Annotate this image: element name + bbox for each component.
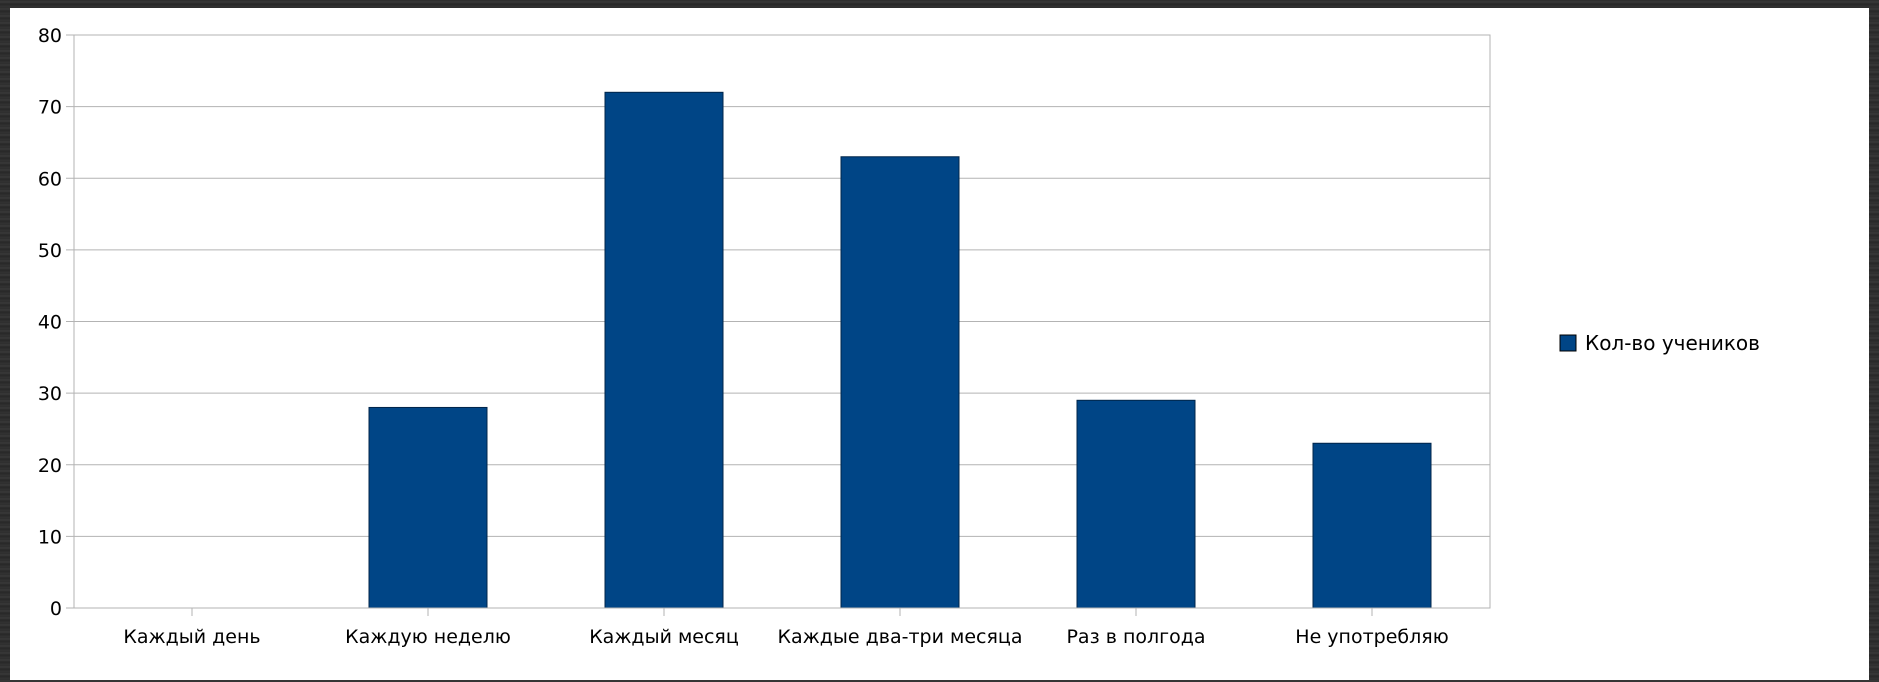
y-tick-label: 40 xyxy=(38,312,62,334)
x-tick-label: Каждые два-три месяца xyxy=(778,626,1023,648)
bar-chart: 0 10 20 30 40 50 60 70 80 Каждый день Каждую неде… xyxy=(38,25,1760,648)
x-tick-label: Каждый месяц xyxy=(589,626,739,648)
bar xyxy=(368,406,488,609)
y-tick-label: 50 xyxy=(38,240,62,262)
x-tick-label: Каждую неделю xyxy=(345,626,511,648)
x-tick-label: Не употребляю xyxy=(1295,626,1448,648)
bar xyxy=(604,91,724,609)
axes xyxy=(66,34,1491,616)
legend-label: Кол-во учеников xyxy=(1585,331,1760,355)
y-tick-label: 80 xyxy=(38,25,62,47)
bar xyxy=(1312,442,1432,609)
legend: Кол-во учеников xyxy=(1559,331,1760,355)
y-tick-label: 70 xyxy=(38,97,62,119)
x-tick-labels: Каждый день Каждую неделю Каждый месяц Кажд… xyxy=(123,626,1448,648)
bar xyxy=(840,156,960,609)
y-tick-label: 30 xyxy=(38,383,62,405)
y-tick-label: 20 xyxy=(38,455,62,477)
x-tick-label: Раз в полгода xyxy=(1066,626,1205,648)
x-tick-label: Каждый день xyxy=(123,626,260,648)
bars xyxy=(368,91,1432,609)
gridlines xyxy=(74,34,1490,609)
y-tick-label: 10 xyxy=(38,526,62,548)
y-tick-label: 0 xyxy=(50,598,62,620)
y-tick-labels: 0 10 20 30 40 50 60 70 80 xyxy=(38,25,62,620)
chart-panel: 0 10 20 30 40 50 60 70 80 Каждый день Каждую неде… xyxy=(10,8,1869,680)
legend-swatch xyxy=(1559,334,1577,352)
y-tick-label: 60 xyxy=(38,168,62,190)
bar xyxy=(1076,399,1196,609)
plot-area-border xyxy=(73,34,1491,609)
